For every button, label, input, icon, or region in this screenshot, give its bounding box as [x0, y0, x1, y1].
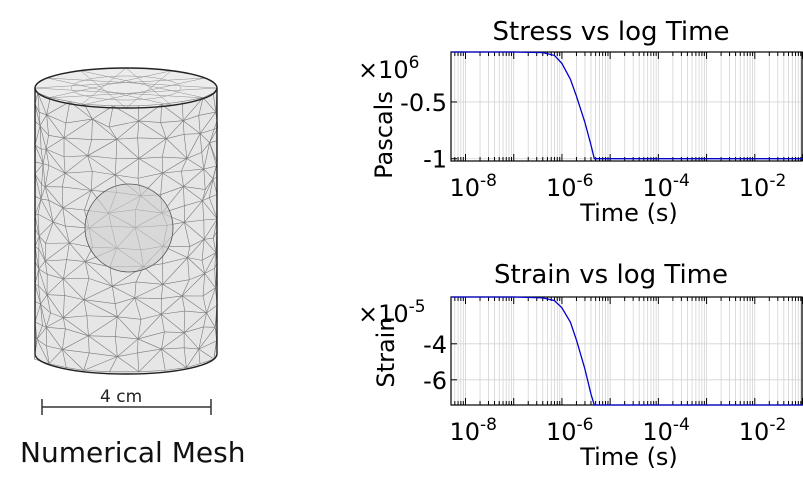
inner-sphere	[84, 183, 174, 273]
y-tick-label: -1	[423, 146, 447, 174]
y-axis-label: Strain	[372, 316, 400, 387]
chart-title: Strain vs log Time	[494, 260, 728, 290]
cylinder-mesh-image	[33, 67, 218, 415]
plot-frame	[450, 51, 803, 162]
x-tick-label: 10-2	[739, 415, 787, 446]
series-line-1	[451, 51, 803, 160]
x-tick-label: 10-8	[450, 415, 498, 446]
scale-bar	[41, 399, 212, 415]
mesh-drawing	[33, 67, 218, 375]
cylinder-top	[35, 68, 217, 108]
y-tick-label: -6	[423, 367, 447, 395]
grid	[450, 297, 803, 405]
scale-bar-label: 4 cm	[100, 387, 143, 407]
x-tick-label: 10-4	[642, 171, 690, 202]
y-multiplier-label: ×106	[358, 53, 419, 84]
top-cap-mesh	[34, 67, 218, 109]
grid	[450, 52, 803, 161]
y-axis-label: Pascals	[370, 91, 398, 179]
mesh-panel: 4 cm Numerical Mesh	[0, 0, 300, 489]
x-tick-label: 10-6	[546, 415, 594, 446]
cylinder-bottom-outline	[34, 353, 218, 375]
x-tick-label: 10-8	[450, 171, 498, 202]
x-tick-label: 10-4	[642, 415, 690, 446]
chart-1: -0.5 -110-8 10-6 10-4 10-2 ×106 Stress vs log …	[358, 17, 803, 227]
x-ticks	[450, 297, 803, 405]
y-tick-label: -4	[423, 331, 447, 359]
series-line-1	[451, 296, 803, 406]
y-multiplier-label: ×10-5	[358, 297, 426, 328]
x-tick-label: 10-2	[739, 171, 787, 202]
chart-title: Stress vs log Time	[493, 17, 730, 47]
x-axis-label: Time (s)	[579, 199, 678, 227]
x-tick-label: 10-6	[546, 171, 594, 202]
chart-2: -4 -610-8 10-6 10-4 10-2 ×10-5 Strain vs log T…	[358, 260, 803, 471]
x-axis-label: Time (s)	[579, 443, 678, 471]
mesh-caption: Numerical Mesh	[20, 436, 246, 469]
plot-frame	[450, 296, 803, 406]
y-tick-label: -0.5	[400, 89, 447, 117]
